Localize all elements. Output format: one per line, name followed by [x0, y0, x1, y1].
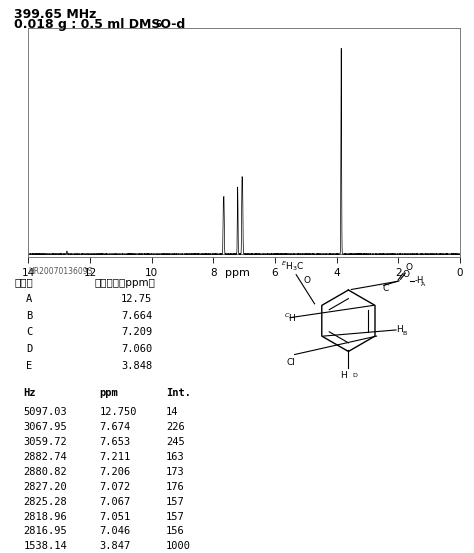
Text: $^C$H: $^C$H — [284, 311, 296, 324]
Text: B: B — [402, 331, 406, 336]
Text: 7.067: 7.067 — [100, 497, 131, 507]
Text: 157: 157 — [166, 512, 185, 521]
Text: 156: 156 — [166, 526, 185, 536]
Text: O: O — [402, 270, 409, 279]
Text: A: A — [26, 294, 32, 304]
Text: 7.209: 7.209 — [121, 327, 152, 337]
Text: 7.046: 7.046 — [100, 526, 131, 536]
Text: 7.664: 7.664 — [121, 311, 152, 321]
Text: 14: 14 — [166, 407, 178, 417]
Text: 标记氢: 标记氢 — [14, 278, 33, 288]
Text: C: C — [382, 284, 388, 293]
Text: ppm: ppm — [100, 388, 118, 398]
Text: 6: 6 — [156, 20, 162, 29]
Text: 7.206: 7.206 — [100, 467, 131, 477]
Text: 226: 226 — [166, 422, 185, 432]
Text: 157: 157 — [166, 497, 185, 507]
Text: 2816.95: 2816.95 — [24, 526, 67, 536]
Text: O: O — [405, 263, 412, 272]
Text: Cl: Cl — [287, 358, 296, 367]
Text: 163: 163 — [166, 452, 185, 462]
Text: 3.848: 3.848 — [121, 361, 152, 371]
Text: 7.072: 7.072 — [100, 482, 131, 492]
Text: ppm: ppm — [225, 268, 249, 278]
Text: 2818.96: 2818.96 — [24, 512, 67, 521]
Text: Hz: Hz — [24, 388, 36, 398]
Text: E: E — [26, 361, 32, 371]
Text: O: O — [303, 276, 310, 285]
Text: 12.750: 12.750 — [100, 407, 137, 417]
Text: 3059.72: 3059.72 — [24, 437, 67, 447]
Text: 399.65 MHz: 399.65 MHz — [14, 8, 97, 22]
Text: 7.060: 7.060 — [121, 344, 152, 354]
Text: 12.75: 12.75 — [121, 294, 152, 304]
Text: 1000: 1000 — [166, 541, 191, 551]
Text: 2880.82: 2880.82 — [24, 467, 67, 477]
Text: Int.: Int. — [166, 388, 191, 398]
Text: 176: 176 — [166, 482, 185, 492]
Text: 1538.14: 1538.14 — [24, 541, 67, 551]
Text: 7.211: 7.211 — [100, 452, 131, 462]
Text: D: D — [352, 373, 357, 378]
Text: -H: -H — [414, 276, 424, 285]
Text: 173: 173 — [166, 467, 185, 477]
Text: 7.674: 7.674 — [100, 422, 131, 432]
Text: B: B — [26, 311, 32, 321]
Text: 2825.28: 2825.28 — [24, 497, 67, 507]
Text: 0.018 g : 0.5 ml DMSO-d: 0.018 g : 0.5 ml DMSO-d — [14, 18, 185, 31]
Text: 7.051: 7.051 — [100, 512, 131, 521]
Text: 3067.95: 3067.95 — [24, 422, 67, 432]
Text: $^E$H$_3$C: $^E$H$_3$C — [281, 259, 304, 273]
Text: 245: 245 — [166, 437, 185, 447]
Text: D: D — [26, 344, 32, 354]
Text: H: H — [340, 372, 347, 380]
Text: 5097.03: 5097.03 — [24, 407, 67, 417]
Text: 3.847: 3.847 — [100, 541, 131, 551]
Text: 2882.74: 2882.74 — [24, 452, 67, 462]
Text: 7.653: 7.653 — [100, 437, 131, 447]
Text: 化学位移（ppm）: 化学位移（ppm） — [95, 278, 155, 288]
Text: H: H — [396, 326, 403, 335]
Text: A: A — [420, 282, 425, 287]
Text: 2827.20: 2827.20 — [24, 482, 67, 492]
Text: HR2007013609S: HR2007013609S — [28, 267, 93, 275]
Text: C: C — [26, 327, 32, 337]
